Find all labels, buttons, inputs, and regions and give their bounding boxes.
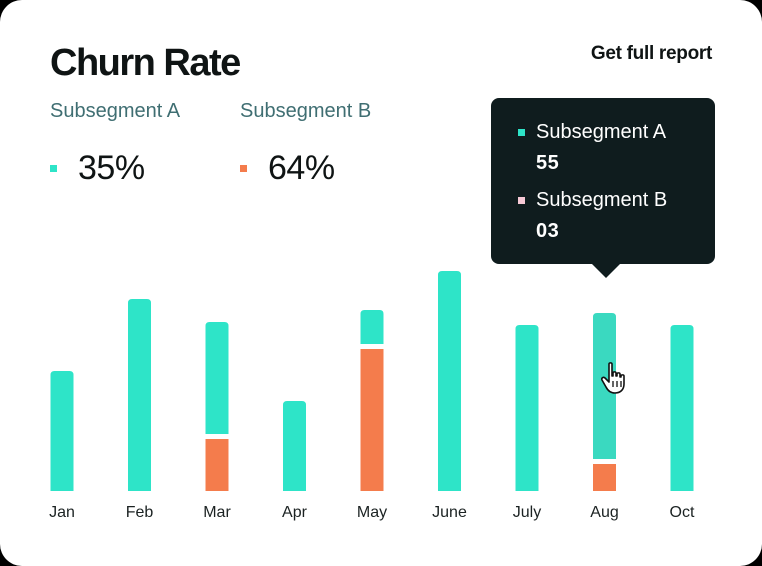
x-tick-label: July bbox=[513, 504, 541, 521]
tooltip-series-name: Subsegment A bbox=[536, 121, 667, 143]
bar-july-subsegment-a[interactable] bbox=[515, 325, 539, 491]
legend-square-icon bbox=[50, 165, 57, 172]
legend-square-icon bbox=[518, 129, 525, 136]
bar-june-subsegment-a[interactable] bbox=[438, 271, 461, 491]
x-tick-label: Oct bbox=[670, 504, 695, 521]
get-full-report-link[interactable]: Get full report bbox=[590, 43, 712, 64]
x-tick-label: Aug bbox=[590, 504, 618, 521]
x-tick-label: Jan bbox=[49, 504, 75, 521]
kpi-value: 64% bbox=[268, 149, 335, 187]
kpi-value: 35% bbox=[78, 149, 145, 187]
bar-aug-subsegment-a[interactable] bbox=[593, 313, 616, 459]
bar-jan-subsegment-a[interactable] bbox=[50, 371, 74, 491]
bar-oct-subsegment-a[interactable] bbox=[670, 325, 694, 491]
bar-may-subsegment-a[interactable] bbox=[360, 310, 384, 344]
bar-mar-subsegment-b[interactable] bbox=[205, 439, 229, 491]
kpi-label: Subsegment B bbox=[240, 100, 372, 122]
tooltip-series-name: Subsegment B bbox=[536, 189, 668, 211]
bar-may-subsegment-b[interactable] bbox=[360, 349, 384, 491]
kpi-label: Subsegment A bbox=[50, 100, 181, 122]
legend-square-icon bbox=[518, 197, 525, 204]
x-tick-label: Apr bbox=[282, 504, 308, 521]
hand-cursor-icon bbox=[601, 362, 625, 394]
tooltip-item-b: Subsegment B 03 bbox=[518, 189, 667, 243]
x-tick-label: May bbox=[357, 504, 387, 521]
legend-square-icon bbox=[240, 165, 247, 172]
x-tick-label: Feb bbox=[126, 504, 154, 521]
bar-mar-subsegment-a[interactable] bbox=[205, 322, 229, 434]
chart-title: Churn Rate bbox=[50, 42, 241, 84]
bar-apr-subsegment-a[interactable] bbox=[283, 401, 306, 491]
kpi-subsegment-b: Subsegment B 64% bbox=[240, 100, 371, 188]
bar-aug-subsegment-b[interactable] bbox=[593, 464, 616, 491]
chart-tooltip: Subsegment A 55 Subsegment B 03 bbox=[491, 98, 715, 278]
bar-feb-subsegment-a[interactable] bbox=[128, 299, 151, 491]
tooltip-series-value: 03 bbox=[536, 220, 560, 242]
x-tick-label: Mar bbox=[203, 504, 231, 521]
kpi-subsegment-a: Subsegment A 35% bbox=[50, 100, 180, 188]
tooltip-item-a: Subsegment A 55 bbox=[518, 121, 666, 175]
x-tick-label: June bbox=[432, 504, 467, 521]
tooltip-series-value: 55 bbox=[536, 152, 560, 174]
